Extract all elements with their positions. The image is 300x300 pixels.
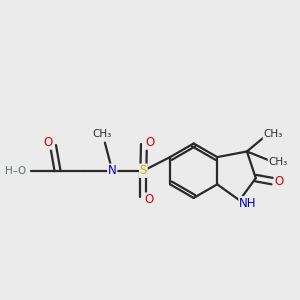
Text: O: O bbox=[145, 136, 154, 149]
Text: O: O bbox=[275, 175, 284, 188]
Text: N: N bbox=[108, 164, 117, 177]
Text: CH₃: CH₃ bbox=[268, 157, 288, 167]
Text: O: O bbox=[43, 136, 52, 149]
Text: S: S bbox=[140, 164, 147, 177]
Text: O: O bbox=[144, 193, 153, 206]
Text: CH₃: CH₃ bbox=[263, 129, 283, 139]
Text: NH: NH bbox=[239, 197, 256, 210]
Text: CH₃: CH₃ bbox=[92, 129, 112, 139]
Text: H–O: H–O bbox=[5, 166, 26, 176]
